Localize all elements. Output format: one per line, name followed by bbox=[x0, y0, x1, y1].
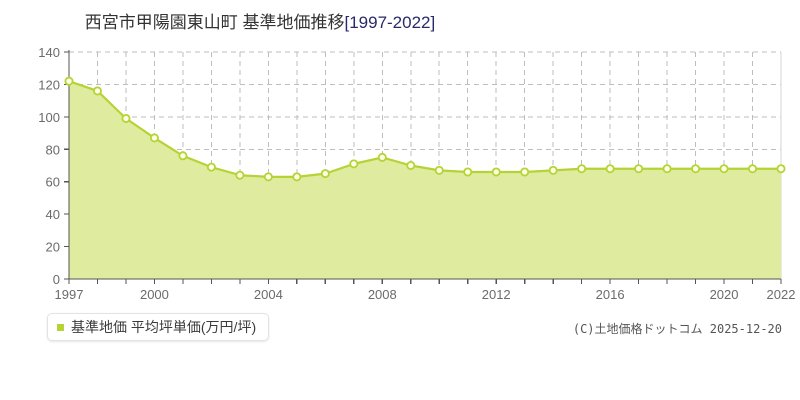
y-axis-tick-label: 100 bbox=[38, 110, 60, 125]
x-axis-tick-label: 2000 bbox=[140, 287, 169, 302]
data-point-marker bbox=[349, 159, 359, 169]
data-point-marker bbox=[634, 164, 644, 174]
data-point-marker bbox=[377, 152, 387, 162]
data-point-marker bbox=[776, 164, 786, 174]
legend-label: 基準地価 平均坪単価(万円/坪) bbox=[71, 319, 257, 335]
y-axis-tick-label: 120 bbox=[38, 77, 60, 92]
y-axis-tick-label: 40 bbox=[46, 207, 60, 222]
data-point-marker bbox=[691, 164, 701, 174]
series-polyline bbox=[67, 80, 783, 178]
chart-legend: 基準地価 平均坪単価(万円/坪) bbox=[47, 313, 270, 341]
data-point-marker bbox=[577, 164, 587, 174]
data-point-marker bbox=[92, 86, 102, 96]
page-title: 西宮市甲陽園東山町 基準地価推移[1997-2022] bbox=[0, 8, 520, 33]
area-fill bbox=[69, 81, 781, 279]
chart-title-range: [1997-2022] bbox=[344, 13, 436, 32]
data-point-marker bbox=[605, 164, 615, 174]
x-axis-tick-label: 2008 bbox=[368, 287, 397, 302]
x-axis-tick-label: 2016 bbox=[596, 287, 625, 302]
data-point-marker bbox=[263, 172, 273, 182]
x-axis-tick-label: 2022 bbox=[767, 287, 796, 302]
axes bbox=[67, 50, 781, 280]
data-point-marker bbox=[406, 160, 416, 170]
data-point-marker bbox=[491, 167, 501, 177]
x-axis-tick-label: 2012 bbox=[482, 287, 511, 302]
series-line bbox=[67, 80, 783, 178]
data-point-marker bbox=[235, 170, 245, 180]
copyright-credit: (C)土地価格ドットコム 2025-12-20 bbox=[572, 322, 782, 336]
data-point-marker bbox=[149, 133, 159, 143]
y-axis-tick-label: 0 bbox=[53, 272, 60, 287]
data-point-marker bbox=[320, 169, 330, 179]
data-point-marker bbox=[64, 76, 74, 86]
y-axis-tick-label: 60 bbox=[46, 175, 60, 190]
series-area bbox=[69, 81, 781, 279]
data-point-marker bbox=[748, 164, 758, 174]
data-point-marker bbox=[548, 165, 558, 175]
x-axis-tick-label: 1997 bbox=[55, 287, 84, 302]
y-axis-tick-label: 20 bbox=[46, 240, 60, 255]
axis-ticks bbox=[64, 51, 782, 284]
y-axis-tick-label: 80 bbox=[46, 142, 60, 157]
data-point-marker bbox=[662, 164, 672, 174]
data-point-marker bbox=[463, 167, 473, 177]
data-point-marker bbox=[292, 172, 302, 182]
x-axis-tick-label: 2004 bbox=[254, 287, 283, 302]
y-axis-tick-label: 140 bbox=[38, 45, 60, 60]
data-point-marker bbox=[434, 165, 444, 175]
x-axis-tick-label: 2020 bbox=[710, 287, 739, 302]
data-point-marker bbox=[121, 113, 131, 123]
data-point-marker bbox=[719, 164, 729, 174]
data-point-marker bbox=[520, 167, 530, 177]
series-color-swatch bbox=[57, 323, 64, 331]
data-point-marker bbox=[206, 162, 216, 172]
x-axis-labels: 1997 2000 2004 2008 2012 2016 2020 2022 bbox=[55, 287, 796, 302]
chart-title-main: 西宮市甲陽園東山町 基準地価推移 bbox=[84, 13, 345, 32]
data-point-marker bbox=[178, 151, 188, 161]
y-axis-labels: 0 20 40 60 80 100 120 140 bbox=[38, 45, 60, 287]
data-point-markers bbox=[64, 76, 786, 182]
